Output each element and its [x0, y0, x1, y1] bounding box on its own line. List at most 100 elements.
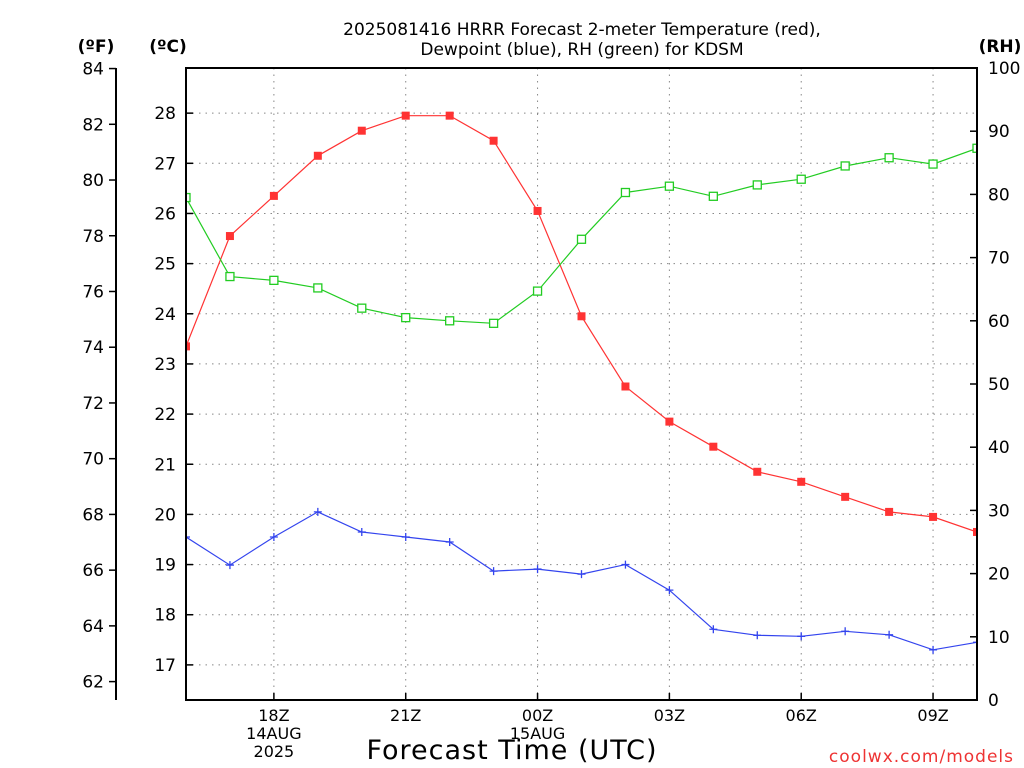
- temperature-point: [445, 111, 454, 120]
- temperature-point: [533, 206, 542, 215]
- celsius-tick-label: 24: [154, 305, 176, 325]
- temperature-point: [753, 467, 762, 476]
- dewpoint-point: [357, 527, 366, 536]
- temperature-point: [313, 151, 322, 160]
- rh-tick-label: 60: [988, 312, 1010, 332]
- celsius-tick-label: 28: [154, 104, 176, 124]
- x-axis-label: Forecast Time (UTC): [366, 735, 657, 766]
- temperature-point: [973, 527, 977, 536]
- rh-tick-label: 30: [988, 501, 1010, 521]
- temperature-point: [225, 232, 234, 241]
- dewpoint-point: [445, 538, 454, 546]
- rh-point: [313, 283, 323, 293]
- temperature-point: [357, 126, 366, 135]
- rh-tick-label: 100: [988, 59, 1020, 79]
- time-tick-label: 2025: [254, 742, 295, 761]
- temperature-point: [489, 136, 498, 145]
- time-tick-label: 15AUG: [510, 724, 565, 743]
- rh-point: [357, 303, 367, 313]
- rh-point: [620, 187, 631, 198]
- celsius-tick-label: 25: [154, 255, 176, 275]
- dewpoint-point: [665, 586, 674, 595]
- dewpoint-point: [489, 567, 498, 576]
- celsius-tick-label: 18: [154, 606, 176, 626]
- fahrenheit-tick-label: 84: [82, 60, 104, 80]
- dewpoint-point: [186, 532, 190, 541]
- temperature-point: [621, 382, 630, 391]
- fahrenheit-tick-label: 76: [82, 282, 104, 302]
- series-group: [186, 111, 977, 654]
- fahrenheit-tick-label: 82: [82, 115, 104, 135]
- chart-title-line-1: 2025081416 HRRR Forecast 2-meter Tempera…: [343, 20, 821, 40]
- fahrenheit-tick-label: 74: [82, 338, 104, 358]
- dewpoint-point: [841, 627, 850, 636]
- celsius-tick-label: 20: [154, 505, 176, 525]
- rh-point: [928, 159, 938, 169]
- temperature-point: [269, 191, 278, 200]
- rh-tick-label: 20: [988, 565, 1010, 585]
- rh-tick-label: 40: [988, 438, 1010, 458]
- celsius-tick-label: 19: [154, 556, 176, 576]
- fahrenheit-tick-label: 80: [82, 171, 104, 191]
- dewpoint-point: [709, 625, 718, 634]
- fahrenheit-tick-label: 68: [82, 505, 104, 525]
- series-layer: [186, 111, 977, 654]
- rh-tick-label: 70: [988, 249, 1010, 269]
- rh-tick-label: 50: [988, 375, 1010, 395]
- celsius-unit-label: (ºC): [149, 37, 187, 57]
- temperature-point: [665, 417, 674, 426]
- fahrenheit-tick-label: 66: [82, 561, 104, 581]
- time-tick-label: 18Z: [258, 706, 289, 725]
- rh-point: [445, 316, 455, 326]
- plot-frame: [185, 67, 978, 701]
- fahrenheit-unit-label: (ºF): [78, 37, 115, 57]
- time-tick-label: 21Z: [390, 706, 421, 725]
- temperature-point: [577, 312, 586, 321]
- temperature-point: [841, 492, 850, 501]
- rh-point: [796, 174, 806, 184]
- watermark: coolwx.com/models: [829, 747, 1014, 767]
- temperature-point: [186, 342, 190, 351]
- rh-tick-label: 0: [988, 691, 999, 711]
- rh-point: [488, 318, 499, 328]
- time-tick-label: 06Z: [786, 706, 817, 725]
- dewpoint-point: [313, 507, 322, 516]
- rh-point: [708, 191, 718, 201]
- temperature-point: [401, 111, 410, 120]
- fahrenheit-tick-label: 72: [82, 394, 104, 414]
- rh-point: [269, 275, 279, 286]
- dewpoint-point: [797, 632, 806, 641]
- rh-point: [401, 312, 411, 323]
- temperature-point: [797, 477, 806, 486]
- rh-point: [664, 181, 675, 191]
- rh-point: [972, 143, 977, 153]
- dewpoint-point: [225, 561, 234, 570]
- rh-tick-label: 10: [988, 628, 1010, 648]
- dewpoint-point: [885, 630, 894, 639]
- celsius-tick-label: 21: [154, 455, 176, 475]
- dewpoint-point: [533, 565, 542, 574]
- dewpoint-point: [973, 638, 977, 647]
- celsius-tick-label: 17: [154, 656, 176, 676]
- time-tick-label: 09Z: [917, 706, 948, 725]
- rh-tick-label: 80: [988, 185, 1010, 205]
- dewpoint-point: [401, 532, 410, 541]
- rh-point: [884, 153, 894, 163]
- temperature-line: [186, 115, 977, 533]
- celsius-tick-label: 23: [154, 355, 176, 375]
- dewpoint-point: [621, 560, 630, 569]
- celsius-tick-label: 26: [154, 204, 176, 224]
- rh-tick-label: 90: [988, 122, 1010, 142]
- time-tick-label: 14AUG: [246, 724, 301, 743]
- celsius-tick-label: 22: [154, 405, 176, 425]
- fahrenheit-tick-label: 70: [82, 450, 104, 470]
- temperature-point: [929, 512, 938, 521]
- dewpoint-point: [269, 532, 278, 541]
- celsius-tick-label: 27: [154, 154, 176, 174]
- time-tick-label: 03Z: [654, 706, 685, 725]
- chart-title-line-2: Dewpoint (blue), RH (green) for KDSM: [420, 40, 743, 60]
- fahrenheit-tick-label: 62: [82, 673, 104, 693]
- temperature-point: [709, 442, 718, 451]
